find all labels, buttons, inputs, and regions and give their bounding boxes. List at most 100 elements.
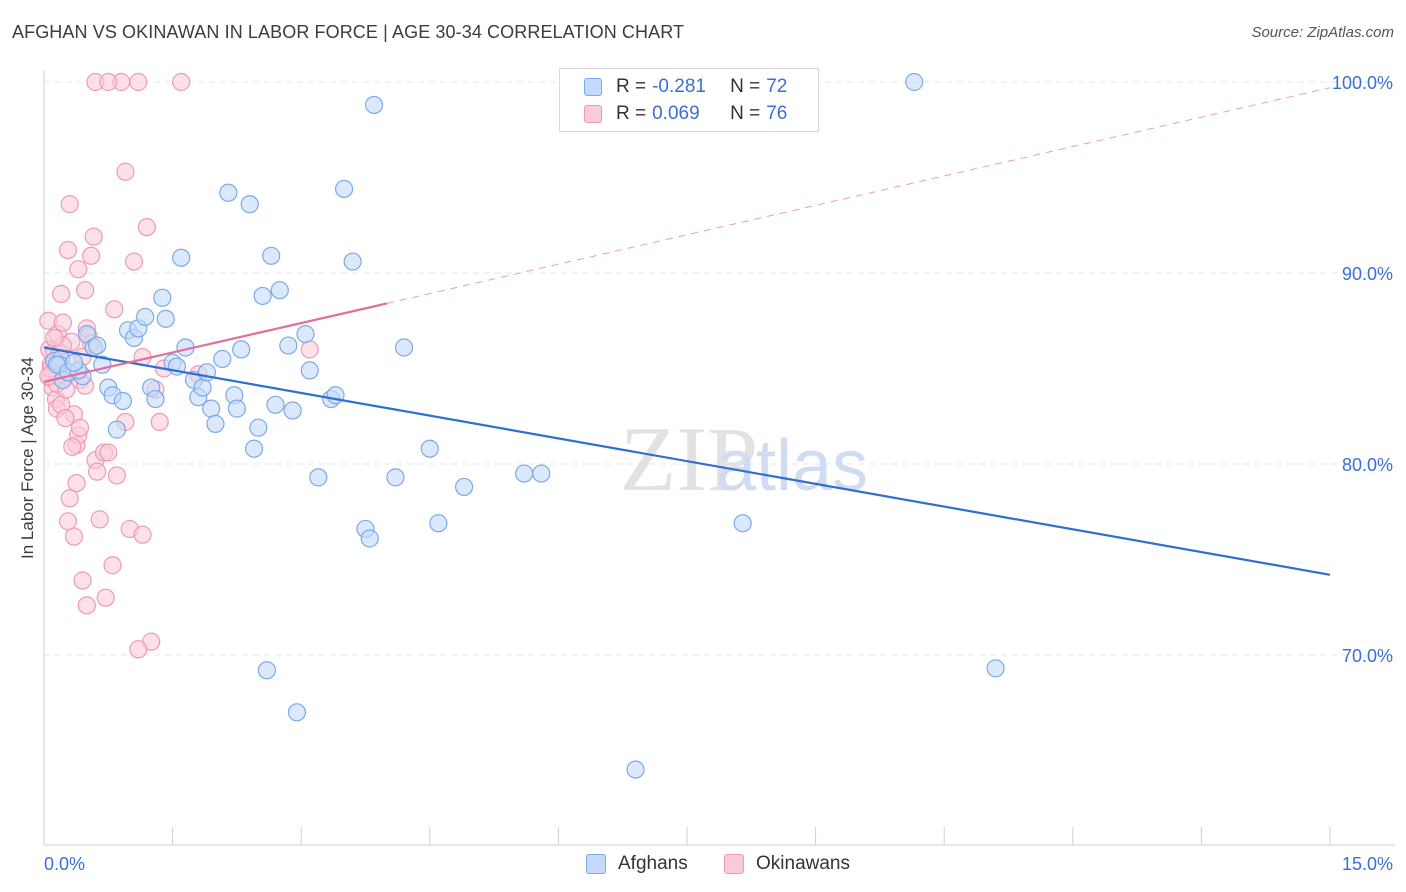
point-afghans	[420, 439, 439, 458]
point-okinawans	[60, 195, 79, 214]
bottom-legend-afghans: Afghans	[586, 852, 688, 876]
point-afghans	[262, 246, 281, 265]
point-okinawans	[52, 284, 71, 304]
point-okinawans	[82, 246, 101, 265]
point-afghans	[360, 529, 379, 548]
point-okinawans	[172, 72, 191, 92]
point-okinawans	[137, 218, 156, 237]
legend-n-label: N =	[730, 76, 761, 97]
legend-swatch-afghans	[584, 78, 602, 96]
point-afghans	[249, 418, 268, 437]
chart-title: AFGHAN VS OKINAWAN IN LABOR FORCE | AGE …	[12, 22, 685, 42]
watermark-atlas: atlas	[716, 426, 868, 506]
point-afghans	[986, 659, 1005, 678]
point-afghans	[253, 286, 272, 306]
point-afghans	[454, 477, 474, 497]
point-okinawans	[84, 227, 103, 246]
point-afghans	[429, 514, 448, 533]
x-tick-label: 0.0%	[44, 854, 85, 874]
point-afghans	[394, 338, 414, 357]
point-okinawans	[64, 527, 84, 546]
x-tick-label: 15.0%	[1342, 854, 1393, 874]
point-okinawans	[73, 571, 92, 590]
legend-r-label: R =	[616, 103, 647, 124]
point-afghans	[364, 95, 384, 115]
point-afghans	[300, 361, 319, 380]
legend-swatch-okinawans	[584, 105, 602, 123]
point-okinawans	[56, 409, 75, 428]
point-afghans	[227, 399, 246, 418]
point-okinawans	[105, 300, 124, 319]
source-label: Source: ZipAtlas.com	[1251, 24, 1394, 41]
point-afghans	[532, 464, 551, 483]
point-okinawans	[129, 72, 148, 92]
bottom-legend-label-okinawans: Okinawans	[756, 853, 850, 874]
point-okinawans	[58, 240, 78, 260]
watermark: ZIP atlas	[620, 408, 868, 510]
legend-n-value: 72	[766, 76, 788, 97]
point-afghans	[193, 378, 212, 397]
legend-row-afghans: R = -0.281 N = 72	[584, 74, 787, 100]
point-okinawans	[129, 640, 148, 659]
point-okinawans	[99, 443, 118, 462]
legend-r-value: 0.069	[652, 103, 700, 124]
legend-row-okinawans: R = 0.069 N = 76	[584, 101, 787, 127]
y-tick-label: 100.0%	[1332, 73, 1393, 93]
point-okinawans	[90, 510, 109, 529]
series-afghans	[45, 72, 1005, 779]
point-afghans	[733, 514, 752, 533]
legend-r-label: R =	[616, 76, 647, 97]
gridlines	[44, 81, 1395, 656]
legend-n-label: N =	[730, 103, 761, 124]
point-okinawans	[63, 437, 82, 456]
point-afghans	[343, 252, 362, 271]
trend-line-okinawans	[43, 302, 388, 383]
watermark-zip: ZIP	[620, 408, 758, 510]
point-okinawans	[150, 412, 169, 432]
trend-line-extension-okinawans	[386, 87, 1331, 304]
point-afghans	[153, 288, 172, 307]
point-afghans	[206, 414, 225, 433]
point-okinawans	[116, 162, 135, 181]
point-afghans	[64, 353, 84, 372]
point-afghans	[240, 195, 259, 214]
point-okinawans	[107, 466, 126, 485]
bottom-legend-okinawans: Okinawans	[724, 852, 850, 876]
point-afghans	[136, 307, 155, 327]
point-okinawans	[67, 474, 86, 493]
point-afghans	[146, 389, 165, 409]
point-okinawans	[70, 418, 90, 437]
point-okinawans	[76, 281, 95, 300]
correlation-legend: R = -0.281 N = 72 R = 0.069 N = 76	[559, 68, 819, 132]
point-afghans	[232, 340, 251, 359]
legend-n-value: 76	[766, 103, 788, 124]
point-afghans	[296, 325, 315, 344]
point-afghans	[213, 349, 232, 369]
point-afghans	[88, 336, 107, 355]
point-afghans	[334, 179, 354, 199]
y-tick-label: 80.0%	[1342, 455, 1393, 475]
axes	[43, 70, 1395, 846]
point-okinawans	[133, 525, 152, 544]
point-afghans	[172, 248, 191, 267]
point-afghans	[279, 336, 298, 355]
bottom-legend-swatch-okinawans	[724, 854, 744, 874]
point-afghans	[386, 468, 405, 487]
point-afghans	[107, 420, 126, 439]
point-okinawans	[103, 556, 122, 575]
trend-lines	[43, 87, 1331, 576]
point-okinawans	[69, 260, 88, 279]
point-afghans	[156, 309, 175, 328]
point-okinawans	[58, 512, 78, 531]
point-afghans	[626, 760, 645, 779]
tick-labels: 70.0% 80.0% 90.0% 100.0% 0.0% 15.0%	[44, 73, 1393, 874]
point-okinawans	[53, 313, 72, 332]
point-okinawans	[124, 252, 144, 271]
point-afghans	[309, 468, 328, 487]
point-okinawans	[77, 596, 96, 615]
point-afghans	[257, 661, 277, 680]
point-afghans	[515, 464, 534, 483]
point-afghans	[270, 281, 289, 300]
point-afghans	[266, 395, 285, 414]
point-afghans	[905, 72, 924, 92]
